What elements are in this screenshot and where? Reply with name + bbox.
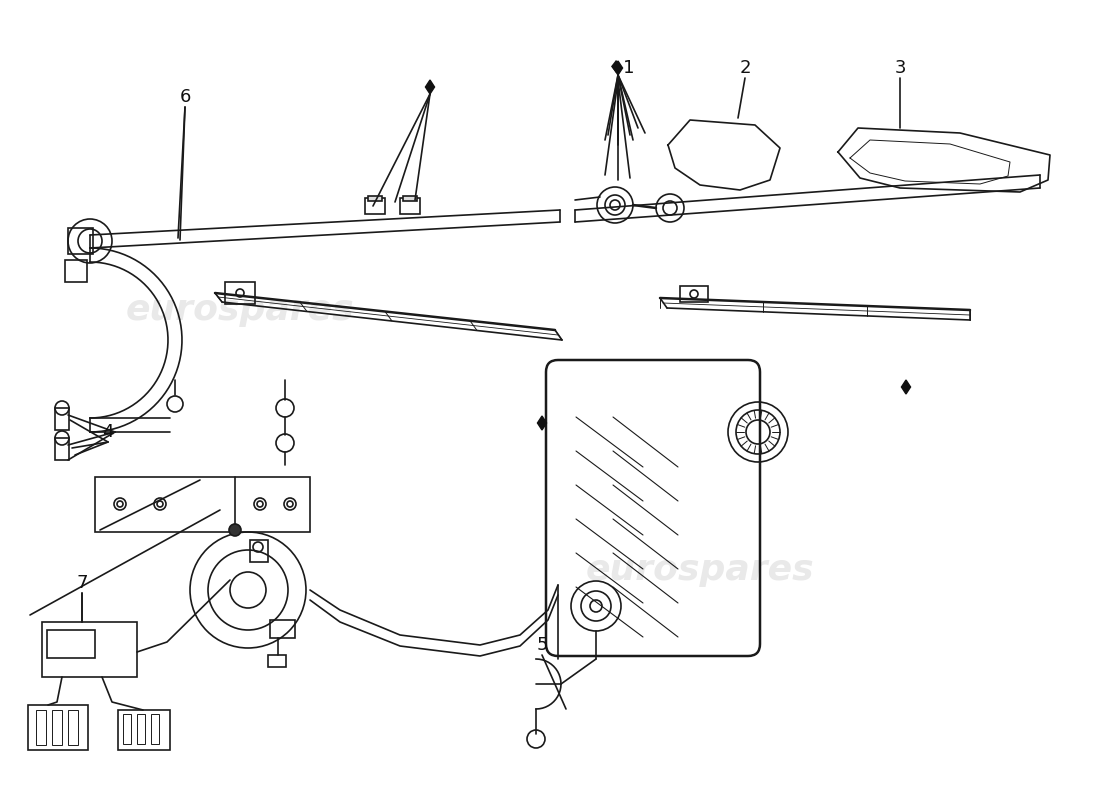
Polygon shape — [426, 80, 434, 94]
Bar — [118, 710, 170, 750]
Text: 2: 2 — [739, 59, 750, 77]
Bar — [368, 196, 382, 201]
Bar — [680, 286, 708, 302]
Bar — [250, 540, 268, 562]
Text: 7: 7 — [76, 574, 88, 592]
Text: eurospares: eurospares — [125, 293, 354, 327]
Bar — [47, 630, 95, 658]
Bar — [42, 622, 138, 677]
Bar — [403, 196, 417, 201]
Bar — [55, 408, 69, 430]
Polygon shape — [538, 416, 547, 430]
Text: 3: 3 — [894, 59, 905, 77]
Bar — [95, 477, 310, 532]
Bar — [123, 714, 131, 744]
Bar — [65, 260, 87, 282]
Bar — [365, 198, 385, 214]
Bar — [400, 198, 420, 214]
Bar — [55, 438, 69, 460]
Text: eurospares: eurospares — [585, 553, 814, 587]
Bar — [68, 710, 78, 745]
Bar — [226, 282, 255, 304]
Bar — [151, 714, 160, 744]
Bar — [270, 620, 295, 638]
Bar — [68, 228, 94, 254]
Text: ♦1: ♦1 — [608, 59, 636, 77]
Bar — [268, 655, 286, 667]
Text: 5: 5 — [537, 636, 548, 654]
Polygon shape — [614, 61, 623, 75]
Bar — [52, 710, 62, 745]
Text: 6: 6 — [179, 88, 190, 106]
Text: 4: 4 — [102, 423, 113, 441]
Bar — [138, 714, 145, 744]
Polygon shape — [902, 380, 911, 394]
Bar — [36, 710, 46, 745]
Circle shape — [229, 524, 241, 536]
Bar — [28, 705, 88, 750]
